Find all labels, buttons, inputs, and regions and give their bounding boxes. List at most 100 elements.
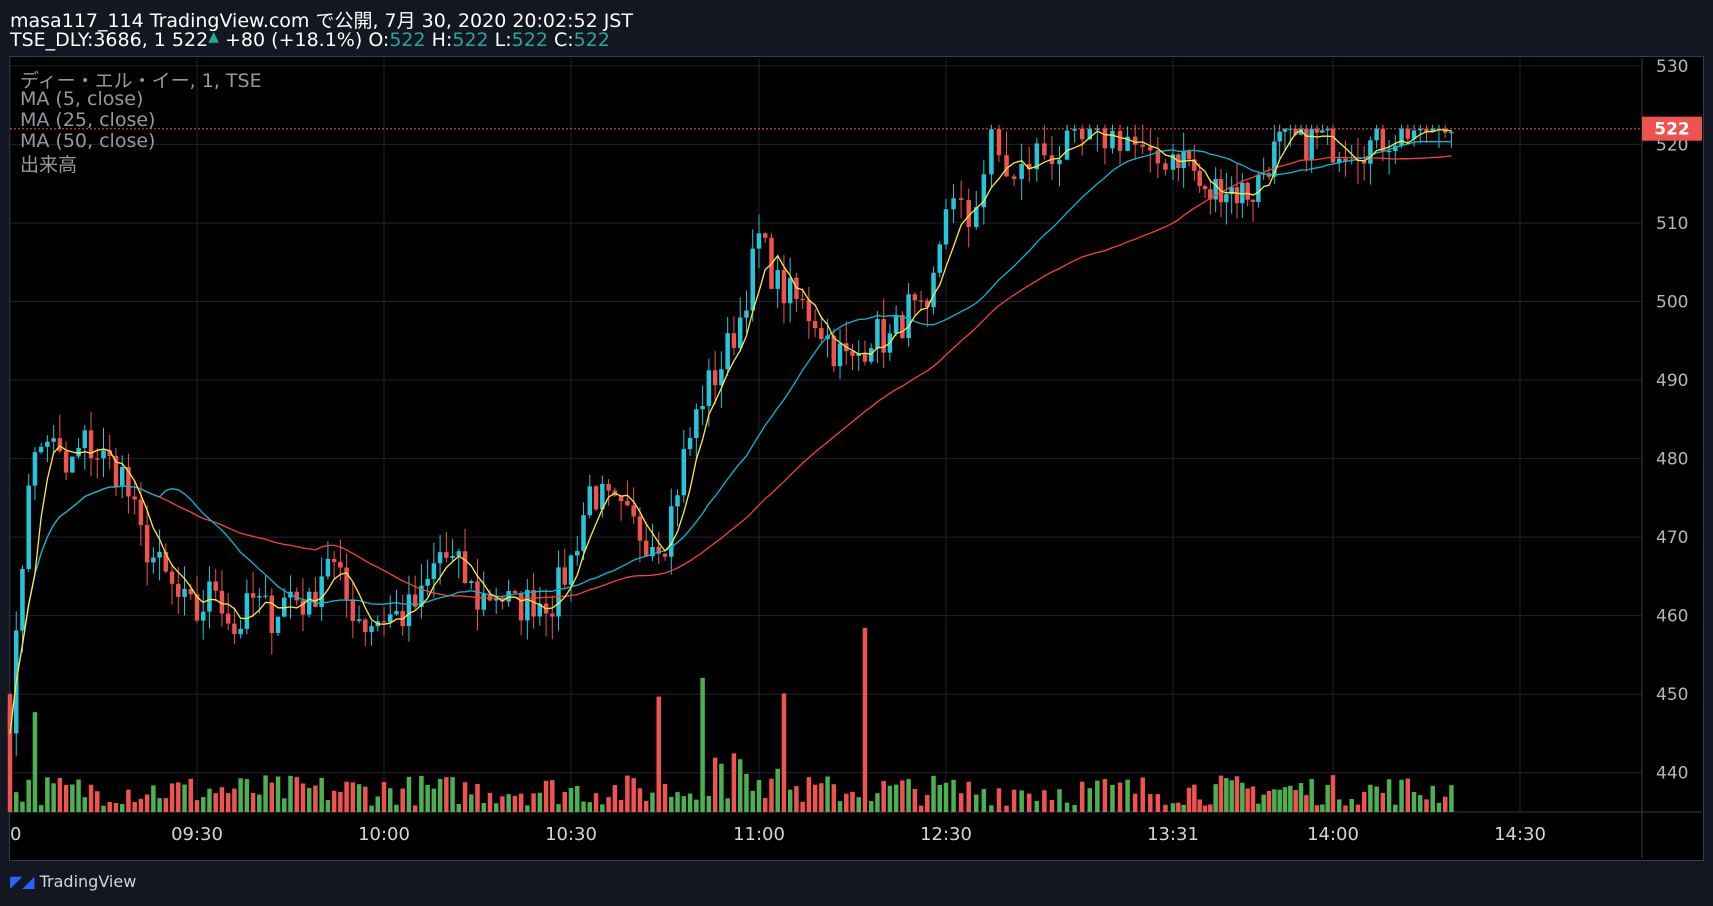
volume-bar xyxy=(1202,805,1208,812)
candle-body xyxy=(694,409,699,439)
volume-bar xyxy=(419,776,424,812)
candle-body xyxy=(918,300,924,302)
candle-body xyxy=(937,244,943,273)
volume-bar xyxy=(1170,803,1176,812)
candle-body xyxy=(856,353,861,356)
volume-bar xyxy=(850,791,855,812)
candle-body xyxy=(232,623,237,635)
volume-bar xyxy=(1282,787,1288,812)
candle-body xyxy=(282,597,287,617)
volume-bar xyxy=(1442,796,1448,812)
volume-bar xyxy=(394,804,399,812)
candle-body xyxy=(637,516,643,541)
volume-bar xyxy=(1304,795,1309,812)
candle-body xyxy=(981,174,987,208)
candle-body xyxy=(875,319,880,349)
candle-body xyxy=(1213,179,1218,200)
volume-bar xyxy=(606,797,611,812)
volume-bar xyxy=(612,785,618,812)
volume-bar xyxy=(1186,787,1192,812)
volume-bar xyxy=(1004,805,1009,812)
candle-body xyxy=(1224,194,1229,203)
volume-bar xyxy=(288,775,293,812)
volume-bar xyxy=(893,784,899,812)
volume-bar xyxy=(675,792,680,812)
volume-bar xyxy=(1325,784,1330,812)
volume-bar xyxy=(812,784,818,812)
candle-body xyxy=(800,298,805,301)
candle-body xyxy=(1336,158,1342,163)
volume-bar xyxy=(1218,775,1224,812)
candle-body xyxy=(1202,186,1208,190)
time-tick-label: 10:30 xyxy=(545,824,597,845)
candle-body xyxy=(575,551,580,556)
candle-body xyxy=(1148,146,1153,151)
candle-body xyxy=(687,438,693,450)
volume-bar xyxy=(1240,782,1245,812)
candle-body xyxy=(481,593,486,610)
volume-bar xyxy=(900,780,905,812)
volume-bar xyxy=(1110,784,1115,812)
volume-bar xyxy=(182,784,187,812)
volume-bar xyxy=(375,796,381,812)
candle-body xyxy=(787,277,793,304)
candle-body xyxy=(493,598,499,601)
candle-body xyxy=(618,495,624,502)
volume-bar xyxy=(618,799,624,812)
volume-bar xyxy=(737,759,743,812)
candle-body xyxy=(188,588,194,595)
candle-body xyxy=(82,430,88,448)
candle-body xyxy=(431,563,437,579)
volume-bar xyxy=(1095,780,1100,812)
candle-body xyxy=(537,603,543,617)
volume-bar xyxy=(113,802,119,812)
candle-body xyxy=(868,348,874,362)
volume-bar xyxy=(1132,793,1138,812)
candle-body xyxy=(1117,130,1123,151)
candle-body xyxy=(257,596,262,598)
volume-bar xyxy=(1049,799,1055,812)
price-tick-label: 460 xyxy=(1656,607,1688,627)
legend-ma50: MA (50, close) xyxy=(20,130,156,152)
candle-body xyxy=(943,209,949,245)
time-tick-label: 09:30 xyxy=(171,824,223,845)
symbol-label[interactable]: TSE_DLY:3686, 1 xyxy=(10,29,166,51)
volume-bar xyxy=(1405,778,1411,812)
volume-bar xyxy=(662,783,668,812)
candle-body xyxy=(113,456,119,487)
last-price-label: 522 xyxy=(1654,120,1690,140)
volume-bar xyxy=(687,793,693,812)
candle-body xyxy=(101,450,106,459)
candle-body xyxy=(207,581,212,612)
volume-bar xyxy=(1288,785,1293,812)
volume-bar xyxy=(144,794,150,812)
candle-body xyxy=(1325,128,1330,131)
candle-body xyxy=(1155,150,1161,164)
candle-body xyxy=(966,200,971,227)
candle-body xyxy=(1064,130,1070,160)
volume-bar xyxy=(400,788,405,812)
volume-bar xyxy=(1019,790,1024,812)
volume-bar xyxy=(937,784,943,812)
volume-bar xyxy=(1261,794,1266,812)
volume-bar xyxy=(925,795,930,812)
volume-bar xyxy=(38,805,44,812)
ma5-line xyxy=(9,128,1452,734)
price-tick-label: 530 xyxy=(1656,57,1688,77)
volume-bar xyxy=(169,783,175,812)
candle-body xyxy=(1208,189,1213,200)
tradingview-logo[interactable]: ◤◢ TradingView xyxy=(10,872,136,891)
volume-bar xyxy=(238,778,243,812)
candle-body xyxy=(675,495,680,507)
candle-body xyxy=(250,593,256,598)
volume-bar xyxy=(981,789,987,812)
up-arrow-icon: ▲ xyxy=(208,29,219,45)
volume-bar xyxy=(637,788,643,812)
volume-bar xyxy=(20,801,25,812)
volume-bar xyxy=(306,788,312,812)
candle-body xyxy=(26,485,31,569)
volume-bar xyxy=(1309,779,1314,812)
volume-bar xyxy=(1245,788,1250,812)
volume-bar xyxy=(269,782,275,812)
